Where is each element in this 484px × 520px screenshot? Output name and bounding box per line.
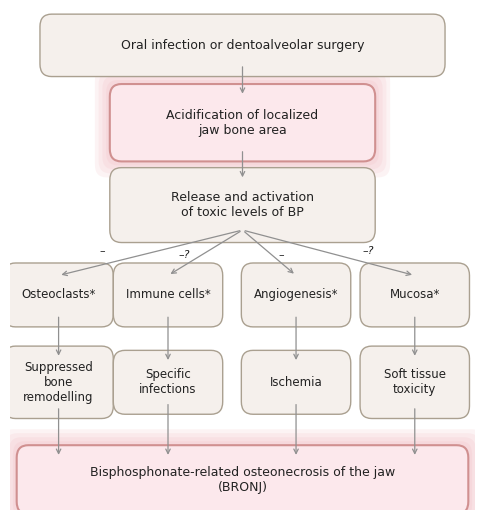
Text: Mucosa*: Mucosa* bbox=[389, 289, 439, 302]
Text: Acidification of localized
jaw bone area: Acidification of localized jaw bone area bbox=[166, 109, 318, 137]
Text: Bisphosphonate-related osteonecrosis of the jaw
(BRONJ): Bisphosphonate-related osteonecrosis of … bbox=[90, 465, 394, 493]
FancyBboxPatch shape bbox=[102, 76, 382, 170]
Text: Immune cells*: Immune cells* bbox=[125, 289, 210, 302]
Text: –: – bbox=[100, 246, 106, 256]
Text: Soft tissue
toxicity: Soft tissue toxicity bbox=[383, 368, 445, 396]
Text: –?: –? bbox=[362, 246, 373, 256]
Text: –: – bbox=[278, 250, 283, 260]
Text: Osteoclasts*: Osteoclasts* bbox=[21, 289, 95, 302]
FancyBboxPatch shape bbox=[16, 445, 468, 514]
FancyBboxPatch shape bbox=[4, 346, 113, 419]
FancyBboxPatch shape bbox=[109, 84, 375, 161]
FancyBboxPatch shape bbox=[359, 263, 469, 327]
FancyBboxPatch shape bbox=[5, 433, 479, 520]
FancyBboxPatch shape bbox=[40, 14, 444, 76]
FancyBboxPatch shape bbox=[4, 263, 113, 327]
FancyBboxPatch shape bbox=[106, 80, 378, 165]
Text: –?: –? bbox=[178, 250, 190, 260]
FancyBboxPatch shape bbox=[2, 429, 482, 520]
FancyBboxPatch shape bbox=[113, 263, 222, 327]
Text: Angiogenesis*: Angiogenesis* bbox=[253, 289, 338, 302]
FancyBboxPatch shape bbox=[241, 263, 350, 327]
FancyBboxPatch shape bbox=[241, 350, 350, 414]
FancyBboxPatch shape bbox=[9, 437, 475, 520]
Text: Oral infection or dentoalveolar surgery: Oral infection or dentoalveolar surgery bbox=[121, 39, 363, 52]
FancyBboxPatch shape bbox=[98, 72, 386, 173]
FancyBboxPatch shape bbox=[13, 441, 471, 518]
Text: Release and activation
of toxic levels of BP: Release and activation of toxic levels o… bbox=[171, 191, 313, 219]
FancyBboxPatch shape bbox=[359, 346, 469, 419]
FancyBboxPatch shape bbox=[113, 350, 222, 414]
Text: Ischemia: Ischemia bbox=[269, 376, 322, 389]
Text: Suppressed
bone
remodelling: Suppressed bone remodelling bbox=[23, 361, 93, 404]
FancyBboxPatch shape bbox=[109, 167, 375, 242]
FancyBboxPatch shape bbox=[95, 68, 389, 177]
Text: Specific
infections: Specific infections bbox=[139, 368, 197, 396]
